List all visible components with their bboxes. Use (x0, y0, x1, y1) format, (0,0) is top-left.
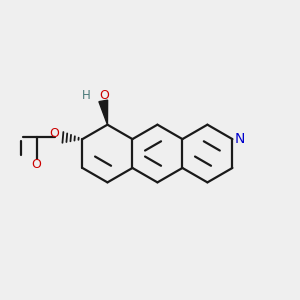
Text: N: N (234, 131, 245, 146)
Text: O: O (49, 127, 58, 140)
Text: H: H (82, 88, 91, 101)
Polygon shape (99, 100, 108, 125)
Text: O: O (31, 158, 41, 171)
Text: O: O (99, 89, 109, 102)
